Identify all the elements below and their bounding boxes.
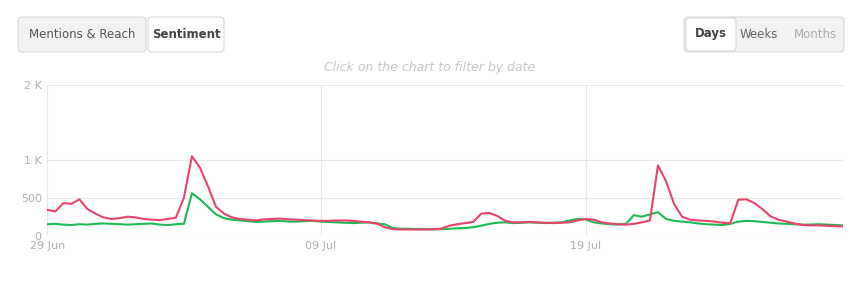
Text: Sentiment: Sentiment [151,27,220,40]
FancyBboxPatch shape [684,17,844,52]
FancyBboxPatch shape [18,17,146,52]
FancyBboxPatch shape [148,17,224,52]
Text: Weeks: Weeks [740,27,778,40]
FancyBboxPatch shape [686,18,736,51]
Text: Days: Days [695,27,727,40]
Text: Mentions & Reach: Mentions & Reach [29,27,135,40]
Text: Click on the chart to filter by date: Click on the chart to filter by date [324,61,536,75]
Text: Months: Months [794,27,837,40]
